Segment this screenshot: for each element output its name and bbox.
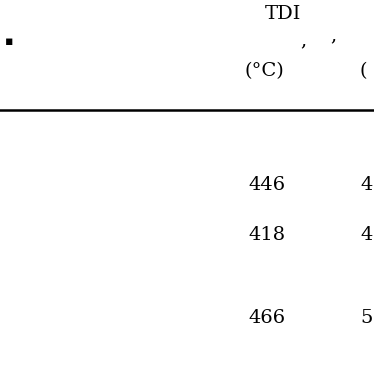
Text: 5: 5 (360, 309, 373, 327)
Text: 466: 466 (248, 309, 285, 327)
Text: (: ( (360, 62, 368, 80)
Text: TDI: TDI (265, 5, 301, 23)
Text: (°C): (°C) (245, 62, 285, 80)
Text: ,: , (330, 26, 336, 44)
Text: 4: 4 (360, 226, 373, 244)
Text: 4: 4 (360, 176, 373, 194)
Text: ▪: ▪ (5, 35, 13, 48)
Text: 446: 446 (248, 176, 285, 194)
Text: ,: , (300, 31, 306, 49)
Text: 418: 418 (248, 226, 285, 244)
